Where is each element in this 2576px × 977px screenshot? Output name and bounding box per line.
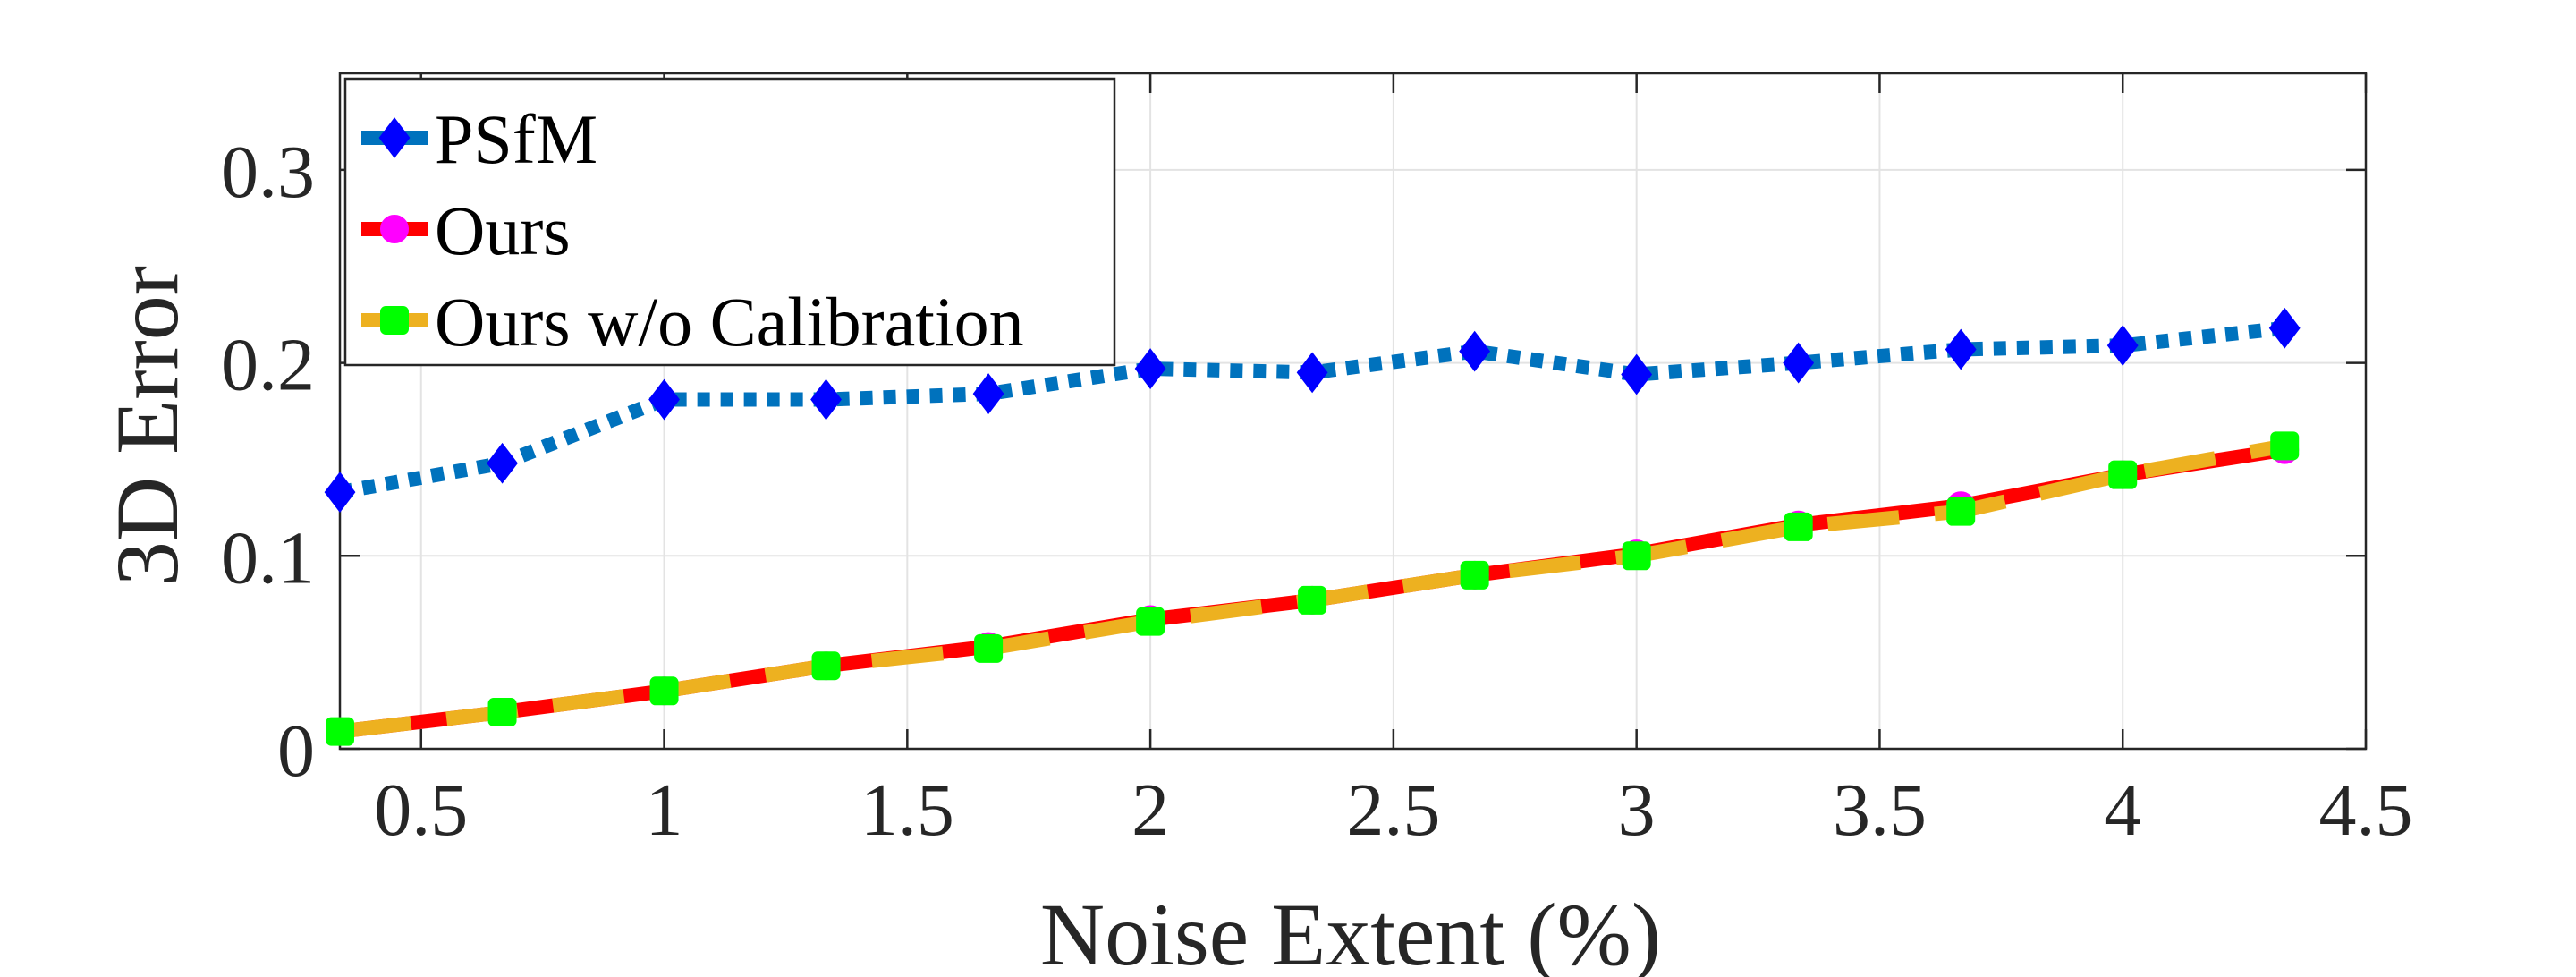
data-point <box>487 698 517 727</box>
data-point <box>2106 325 2139 367</box>
data-point <box>1460 560 1489 590</box>
legend-entry-label: Ours <box>435 191 571 269</box>
legend-marker <box>380 215 409 243</box>
y-tick-label: 0.2 <box>221 324 315 407</box>
plot-frame <box>338 72 2368 751</box>
y-axis-label: 3D Error <box>97 266 197 586</box>
data-point <box>326 717 354 746</box>
data-point <box>2270 431 2300 461</box>
data-point <box>1946 497 1976 526</box>
x-tick-label: 4.5 <box>2319 769 2413 852</box>
x-tick-label: 2.5 <box>1346 769 1440 852</box>
data-point <box>1298 585 1327 615</box>
data-point <box>1622 541 1651 571</box>
series-ours-w-o-calibration <box>326 431 2300 746</box>
x-tick-label: 1 <box>646 769 683 852</box>
x-tick-label: 4 <box>2104 769 2141 852</box>
legend-marker <box>380 306 409 335</box>
data-point <box>324 472 356 514</box>
data-point <box>811 651 841 681</box>
y-tick-label: 0.1 <box>221 516 315 599</box>
data-point <box>2108 460 2138 489</box>
data-point <box>1621 353 1653 395</box>
x-tick-label: 1.5 <box>860 769 954 852</box>
data-point <box>1783 342 1815 384</box>
data-point <box>972 373 1004 414</box>
data-point <box>1945 328 1977 370</box>
x-tick-label: 3.5 <box>1833 769 1927 852</box>
legend-marker <box>378 117 411 158</box>
data-point <box>1136 607 1165 636</box>
x-tick-label: 3 <box>1618 769 1656 852</box>
data-point <box>1459 330 1491 372</box>
x-tick-label: 2 <box>1131 769 1169 852</box>
y-tick-label: 0 <box>277 709 315 793</box>
data-point <box>648 378 680 421</box>
data-point <box>649 676 679 706</box>
legend-entry-label: Ours w/o Calibration <box>435 283 1024 361</box>
data-point <box>974 633 1004 663</box>
data-point <box>1784 512 1813 541</box>
data-point <box>487 442 518 484</box>
tick-labels: 0.5 1 1.5 2 2.5 3 3.5 4 4.5 0 0.1 0.2 0.3 <box>221 131 2413 852</box>
series-psfm <box>324 307 2301 514</box>
legend-box <box>343 77 1116 367</box>
x-tick-label: 0.5 <box>374 769 468 852</box>
data-point <box>1296 352 1328 394</box>
y-tick-label: 0.3 <box>221 131 315 214</box>
data-point <box>810 378 842 421</box>
data-point <box>2268 307 2301 349</box>
data-point <box>1134 348 1166 389</box>
legend-entry-label: PSfM <box>435 100 597 178</box>
legend: PSfM Ours Ours w/o Calibration <box>343 77 1116 367</box>
series-group <box>324 307 2301 746</box>
x-axis-label: Noise Extent (%) <box>1040 885 1661 977</box>
